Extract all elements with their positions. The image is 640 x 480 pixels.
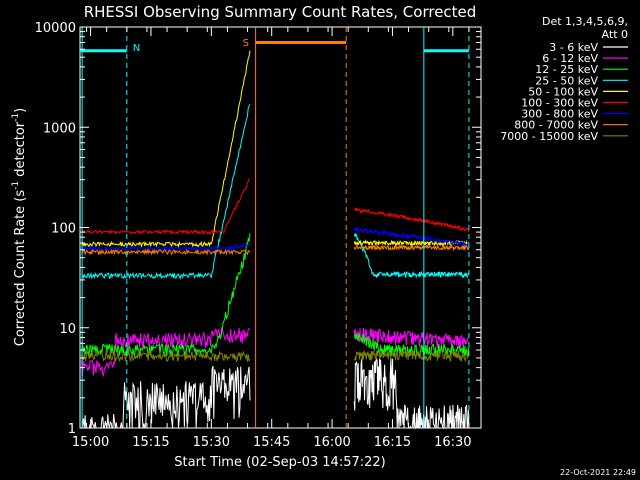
y-tick-label: 10: [59, 322, 76, 337]
legend-label-5: 50 - 100 keV: [528, 85, 598, 98]
legend-header-line-1: Det 1,3,4,5,6,9,: [542, 15, 628, 28]
legend-label-8: 800 - 7000 keV: [514, 119, 598, 132]
x-tick-label: 16:30: [434, 435, 471, 450]
legend-label-2: 6 - 12 keV: [542, 52, 598, 65]
series-line-3-segment-1: [81, 233, 251, 357]
series-line-6-segment-2: [353, 207, 470, 233]
legend-label-9: 7000 - 15000 keV: [500, 130, 598, 143]
y-tick-label: 1: [68, 422, 76, 437]
series-line-8-segment-1: [81, 248, 251, 257]
legend-label-7: 300 - 800 keV: [521, 108, 598, 121]
x-tick-label: 16:00: [313, 435, 350, 450]
series-line-5-segment-2: [353, 239, 470, 247]
n-flag-label: N: [133, 43, 140, 54]
legend-label-3: 12 - 25 keV: [535, 63, 598, 76]
y-tick-label: 1000: [43, 121, 76, 136]
series-line-4-segment-2: [353, 233, 470, 279]
legend-header-line-2: Att 0: [602, 28, 628, 41]
x-tick-label: 15:30: [193, 435, 230, 450]
series-line-7-segment-2: [353, 226, 470, 248]
s-flag-label: S: [243, 38, 249, 49]
x-axis-label: Start Time (02-Sep-03 14:57:22): [174, 455, 385, 470]
x-tick-label: 15:00: [72, 435, 109, 450]
x-tick-label: 16:15: [374, 435, 411, 450]
series-line-6-segment-1: [81, 178, 251, 236]
y-tick-label: 10000: [35, 21, 76, 36]
series-line-9-segment-1: [81, 349, 251, 363]
series-line-5-segment-1: [81, 50, 251, 249]
chart-title: RHESSI Observing Summary Count Rates, Co…: [84, 3, 477, 21]
series-line-4-segment-1: [81, 104, 251, 280]
series-line-8-segment-2: [353, 243, 470, 252]
legend-label-6: 100 - 300 keV: [521, 97, 598, 110]
series-line-7-segment-1: [81, 242, 251, 253]
series-line-2-segment-2: [353, 327, 470, 350]
x-tick-label: 15:45: [253, 435, 290, 450]
legend-label-1: 3 - 6 keV: [549, 41, 598, 54]
axes: 1 10 100 1000 10000 15:00 15:15 15:30 15:45 16:00…: [35, 21, 481, 450]
series-line-1-segment-1: [81, 365, 251, 429]
x-tick-label: 15:15: [132, 435, 169, 450]
plot-frame: [79, 26, 482, 429]
footer-timestamp: 22-Oct-2021 22:49: [560, 468, 636, 477]
y-axis-label: Corrected Count Rate (s-1 detector-1): [11, 108, 28, 346]
series-line-3-segment-2: [353, 333, 470, 358]
legend-label-4: 25 - 50 keV: [535, 74, 598, 87]
series-line-9-segment-2: [353, 349, 470, 363]
series-line-1-segment-2: [353, 358, 470, 430]
y-tick-label: 100: [51, 222, 76, 237]
